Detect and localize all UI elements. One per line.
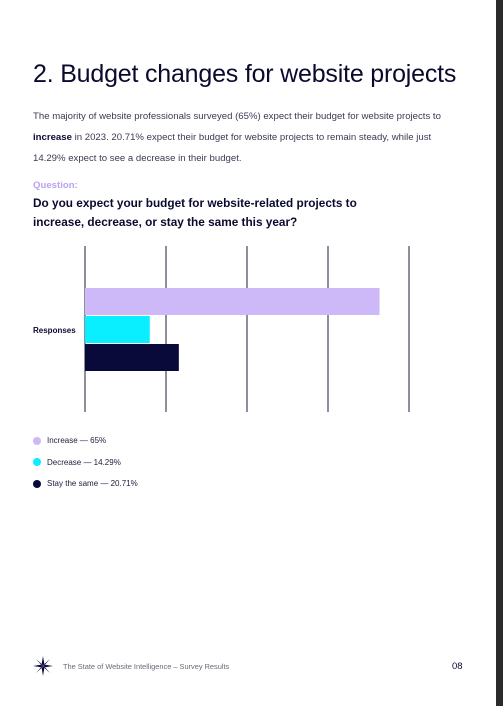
intro-bold-increase: increase <box>33 132 72 143</box>
chart-legend: Increase — 65% Decrease — 14.29% Stay th… <box>33 430 138 495</box>
legend-item-stay: Stay the same — 20.71% <box>33 473 138 495</box>
page-title: 2. Budget changes for website projects <box>33 60 457 88</box>
legend-swatch-decrease <box>33 458 41 467</box>
legend-label-stay: Stay the same — 20.71% <box>47 479 138 489</box>
footer-text: The State of Website Intelligence – Surv… <box>63 662 230 671</box>
legend-swatch-stay <box>33 479 41 488</box>
legend-item-increase: Increase — 65% <box>33 430 138 452</box>
viewer-edge <box>496 0 503 706</box>
question-label: Question: <box>33 180 78 191</box>
intro-paragraph: The majority of website professionals su… <box>33 106 453 169</box>
bar-increase <box>85 288 380 315</box>
category-label-responses: Responses <box>33 326 76 335</box>
bar-stay-the-same <box>85 344 179 371</box>
legend-swatch-increase <box>33 436 41 445</box>
legend-label-decrease: Decrease — 14.29% <box>47 457 121 467</box>
intro-text-start: The majority of website professionals su… <box>33 111 441 122</box>
bar-decrease <box>85 316 150 343</box>
page-number: 08 <box>452 661 463 672</box>
question-text: Do you expect your budget for website-re… <box>33 196 357 229</box>
budget-bar-chart: Responses <box>33 246 410 412</box>
intro-text-end: in 2023. 20.71% expect their budget for … <box>33 132 432 164</box>
legend-label-increase: Increase — 65% <box>47 436 107 446</box>
legend-item-decrease: Decrease — 14.29% <box>33 452 138 474</box>
star-logo-icon <box>33 656 53 676</box>
